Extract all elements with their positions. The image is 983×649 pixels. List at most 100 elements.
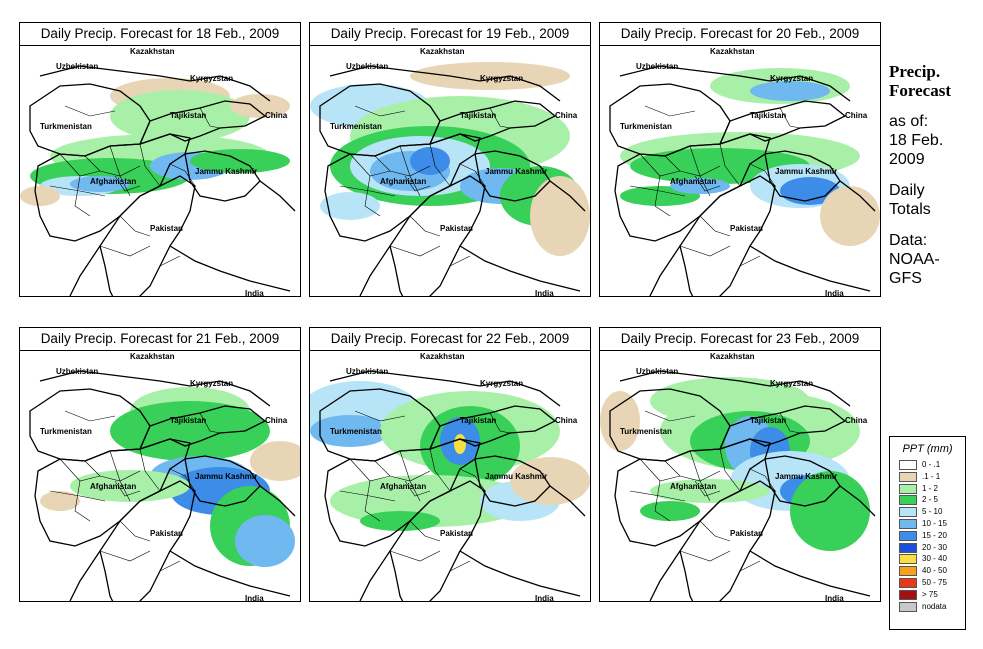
- province-border: [459, 163, 486, 187]
- source-line: NOAA-: [889, 251, 940, 268]
- legend-swatch: [899, 471, 917, 482]
- country-border: [609, 83, 731, 157]
- country-label: Jammu Kashmir: [485, 472, 547, 481]
- precip-map: Kazakhstan Uzbekistan Kyrgyzstan Turkmenist…: [600, 352, 876, 601]
- province-lines: [339, 105, 511, 267]
- country-label: Uzbekistan: [346, 367, 388, 376]
- panel-title: Daily Precip. Forecast for 23 Feb., 2009: [600, 328, 880, 351]
- legend-swatch: [899, 566, 917, 577]
- country-label: Kazakhstan: [710, 352, 755, 361]
- country-border: [649, 550, 681, 601]
- legend-swatch: [899, 601, 917, 612]
- legend-item: 10 - 15: [890, 518, 965, 530]
- country-borders: [319, 370, 586, 601]
- province-border: [109, 145, 131, 197]
- province-border: [159, 560, 181, 572]
- country-label: Uzbekistan: [56, 367, 98, 376]
- country-label: Kyrgyzstan: [770, 379, 813, 388]
- color-legend: PPT (mm) 0 - .1 .1 - 1 1 - 2 2 - 5 5 - 1…: [889, 436, 966, 630]
- precip-field: [600, 377, 870, 551]
- legend-label: 40 - 50: [922, 566, 947, 576]
- province-border: [449, 255, 471, 267]
- legend-label: .1 - 1: [922, 471, 941, 481]
- as-of-year: 2009: [889, 151, 925, 168]
- province-border: [119, 215, 151, 237]
- legend-swatch: [899, 530, 917, 541]
- province-border: [199, 107, 221, 129]
- province-border: [389, 245, 441, 257]
- country-border: [259, 180, 296, 212]
- country-label: Afghanistan: [90, 482, 136, 491]
- country-border: [319, 83, 441, 157]
- legend-swatch: [899, 554, 917, 565]
- country-label: India: [825, 594, 844, 601]
- precip-field: [20, 78, 290, 206]
- heading-line: Precip.: [889, 62, 941, 81]
- province-border: [654, 480, 671, 522]
- precip-map: Kazakhstan Uzbekistan Kyrgyzstan Turkmenist…: [20, 47, 296, 296]
- country-label: Uzbekistan: [56, 62, 98, 71]
- country-border: [764, 150, 841, 202]
- province-border: [489, 412, 511, 434]
- country-label: China: [845, 111, 868, 120]
- country-label: Tajikistan: [750, 416, 786, 425]
- province-border: [99, 245, 151, 257]
- country-label: China: [555, 111, 578, 120]
- province-border: [404, 175, 431, 192]
- precip-area: [110, 90, 250, 142]
- panel-title: Daily Precip. Forecast for 20 Feb., 2009: [600, 23, 880, 46]
- province-border: [354, 105, 406, 117]
- province-border: [679, 550, 731, 562]
- province-border: [679, 245, 731, 257]
- country-border: [39, 370, 271, 407]
- legend-swatch: [899, 589, 917, 600]
- country-border: [679, 175, 776, 296]
- country-borders: [319, 65, 586, 296]
- country-label: Uzbekistan: [636, 367, 678, 376]
- country-border: [428, 100, 557, 146]
- province-border: [719, 448, 741, 492]
- country-label: Uzbekistan: [636, 62, 678, 71]
- panel-title: Daily Precip. Forecast for 19 Feb., 2009: [310, 23, 590, 46]
- source-line: GFS: [889, 270, 922, 287]
- legend-label: 0 - .1: [922, 460, 941, 469]
- totals-line: Totals: [889, 201, 931, 218]
- province-border: [49, 185, 106, 197]
- province-border: [109, 450, 131, 502]
- country-label: Kyrgyzstan: [480, 74, 523, 83]
- country-label: Kyrgyzstan: [190, 74, 233, 83]
- province-lines: [629, 410, 801, 572]
- country-border: [389, 480, 486, 601]
- country-label: Kazakhstan: [420, 352, 465, 361]
- province-border: [74, 175, 91, 217]
- legend-label: 5 - 10: [922, 507, 943, 517]
- country-border: [69, 550, 101, 601]
- province-border: [779, 412, 801, 434]
- country-label: Pakistan: [440, 224, 473, 233]
- legend-item: 15 - 20: [890, 530, 965, 542]
- country-label: Jammu Kashmir: [775, 167, 837, 176]
- legend-label: 30 - 40: [922, 554, 947, 564]
- province-border: [629, 490, 686, 502]
- country-label: India: [245, 289, 264, 296]
- legend-item: 2 - 5: [890, 494, 965, 506]
- country-border: [389, 175, 486, 296]
- country-label: Tajikistan: [750, 111, 786, 120]
- precip-area: [820, 186, 880, 246]
- country-label: Afghanistan: [670, 482, 716, 491]
- country-label: Pakistan: [730, 529, 763, 538]
- country-label: Kazakhstan: [130, 47, 175, 56]
- legend-item: nodata: [890, 601, 965, 613]
- precip-area: [360, 511, 440, 531]
- country-border: [29, 388, 151, 462]
- province-border: [169, 468, 196, 492]
- province-border: [389, 550, 441, 562]
- as-of-label: as of:: [889, 113, 929, 130]
- country-border: [459, 245, 581, 292]
- province-border: [364, 480, 381, 522]
- precip-map: Kazakhstan Uzbekistan Kyrgyzstan Turkmenist…: [29, 352, 300, 601]
- precip-area: [320, 192, 380, 220]
- legend-swatch: [899, 577, 917, 588]
- precip-area: [780, 177, 840, 205]
- country-border: [169, 550, 291, 597]
